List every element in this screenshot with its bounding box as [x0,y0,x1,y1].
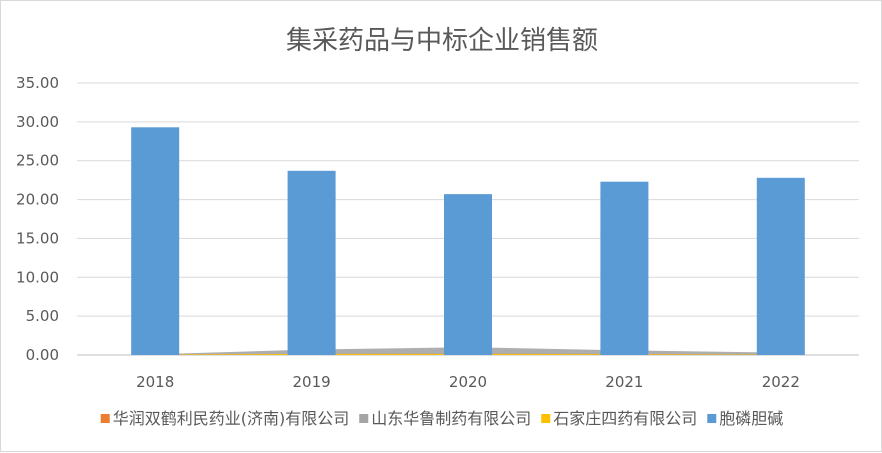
bar-2018 [131,127,180,355]
legend: 华润双鹤利民药业(济南)有限公司 山东华鲁制药有限公司 石家庄四药有限公司 胞磷胆碱 [100,409,783,428]
legend-swatch [707,414,717,423]
legend-swatch [100,414,110,423]
bar-2019 [287,170,336,355]
x-tick-label: 2018 [136,373,174,391]
y-tick-label: 5.00 [26,307,59,325]
y-tick-label: 30.00 [16,113,59,131]
y-axis: 0.00 5.00 10.00 15.00 20.00 25.00 30.00 35.00 [16,74,59,364]
chart-title: 集采药品与中标企业销售额 [286,26,598,56]
legend-label: 山东华鲁制药有限公司 [371,409,531,428]
y-tick-label: 0.00 [26,346,59,364]
x-axis: 2018 2019 2020 2021 2022 [136,373,800,391]
y-tick-label: 25.00 [16,152,59,170]
y-tick-label: 10.00 [16,268,59,286]
legend-swatch [541,414,551,423]
legend-swatch [359,414,369,423]
bar-series [131,127,805,355]
x-tick-label: 2021 [605,373,643,391]
legend-label: 华润双鹤利民药业(济南)有限公司 [113,409,350,428]
x-tick-label: 2020 [449,373,487,391]
legend-item: 胞磷胆碱 [707,409,783,428]
legend-label: 石家庄四药有限公司 [553,409,697,428]
x-tick-label: 2022 [762,373,800,391]
legend-label: 胞磷胆碱 [719,409,783,428]
bar-2022 [756,177,805,355]
y-tick-label: 15.00 [16,229,59,247]
bar-2021 [600,181,649,355]
x-tick-label: 2019 [293,373,331,391]
legend-item: 山东华鲁制药有限公司 [359,409,531,428]
legend-item: 石家庄四药有限公司 [541,409,697,428]
y-tick-label: 35.00 [16,74,59,92]
legend-item: 华润双鹤利民药业(济南)有限公司 [100,409,350,428]
bar-2020 [444,194,492,355]
y-tick-label: 20.00 [16,191,59,209]
